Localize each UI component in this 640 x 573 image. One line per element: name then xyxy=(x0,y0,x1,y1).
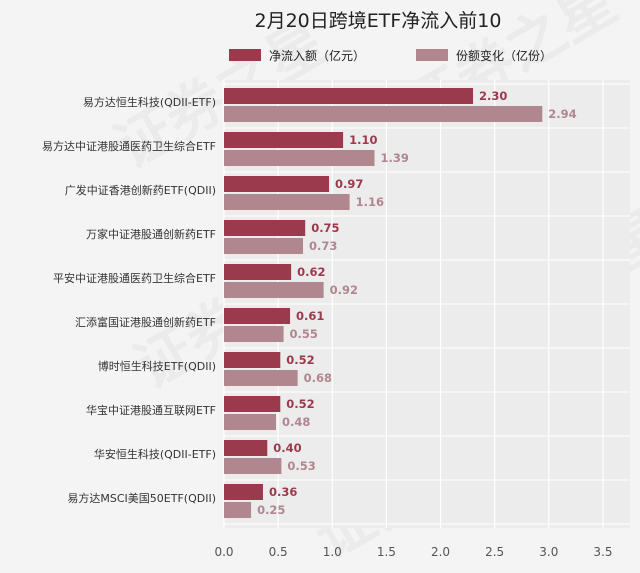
bar-net-inflow xyxy=(224,88,474,104)
data-label: 0.61 xyxy=(296,309,324,323)
bar-share-change xyxy=(224,106,543,122)
legend-swatch xyxy=(229,49,261,61)
bars: 2.30 2.94 1.101.39 0.97 1.16 0.75 0.73 0.62 0.92… xyxy=(224,88,577,518)
bar-net-inflow xyxy=(224,220,306,236)
bar-net-inflow xyxy=(224,176,330,192)
x-tick-label: 3.5 xyxy=(593,545,612,559)
bar-net-inflow xyxy=(224,132,344,148)
category-label: 平安中证港股通医药卫生综合ETF xyxy=(53,271,216,285)
bar-net-inflow xyxy=(224,484,263,500)
data-label: 0.92 xyxy=(330,283,358,297)
data-label: 1.16 xyxy=(356,195,384,209)
category-label: 广发中证香港创新药ETF(QDII) xyxy=(65,183,216,197)
x-tick-label: 1.0 xyxy=(323,545,342,559)
x-axis-ticks: 0.0 0.5 1.0 1.5 2.0 2.5 3.0 3.5 xyxy=(214,545,612,559)
x-tick-label: 3.0 xyxy=(539,545,558,559)
x-tick-label: 0.5 xyxy=(269,545,288,559)
data-label: 0.52 xyxy=(286,353,314,367)
category-label: 博时恒生科技ETF(QDII) xyxy=(98,359,216,373)
category-label: 易方达MSCI美国50ETF(QDII) xyxy=(67,491,216,505)
bar-share-change xyxy=(224,150,375,166)
bar-share-change xyxy=(224,326,284,342)
bar-net-inflow xyxy=(224,352,281,368)
data-label: 0.25 xyxy=(257,503,285,517)
category-label: 汇添富国证港股通创新药ETF xyxy=(75,315,216,329)
x-tick-label: 2.5 xyxy=(485,545,504,559)
bar-share-change xyxy=(224,238,304,254)
bar-share-change xyxy=(224,282,324,298)
category-label: 华安恒生科技(QDII-ETF) xyxy=(94,447,216,461)
data-label: 0.52 xyxy=(286,397,314,411)
data-label: 2.30 xyxy=(479,89,507,103)
data-label: 0.53 xyxy=(287,459,315,473)
data-label: 0.36 xyxy=(269,485,297,499)
legend-swatch xyxy=(416,49,448,61)
category-label: 万家中证港股通创新药ETF xyxy=(86,227,216,241)
category-label: 易方达恒生科技(QDII-ETF) xyxy=(83,95,216,109)
data-label: 0.62 xyxy=(297,265,325,279)
x-tick-label: 2.0 xyxy=(431,545,450,559)
data-label: 0.75 xyxy=(311,221,339,235)
data-label: 0.97 xyxy=(335,177,363,191)
chart-title: 2月20日跨境ETF净流入前10 xyxy=(255,10,502,32)
category-label: 华宝中证港股通互联网ETF xyxy=(86,403,216,417)
bar-net-inflow xyxy=(224,308,291,324)
bar-net-inflow xyxy=(224,264,292,280)
bar-share-change xyxy=(224,414,276,430)
data-label: 0.68 xyxy=(304,371,332,385)
bar-share-change xyxy=(224,194,350,210)
data-label: 0.40 xyxy=(273,441,301,455)
data-label: 2.94 xyxy=(548,107,576,121)
bar-net-inflow xyxy=(224,440,268,456)
category-labels: 易方达恒生科技(QDII-ETF) 易方达中证港股通医药卫生综合ETF 广发中证香港… xyxy=(42,95,216,505)
data-label: 0.48 xyxy=(282,415,310,429)
legend-label: 净流入额（亿元） xyxy=(269,48,365,63)
bar-share-change xyxy=(224,458,282,474)
data-label: 1.39 xyxy=(380,151,408,165)
data-label: 1.10 xyxy=(349,133,377,147)
category-label: 易方达中证港股通医药卫生综合ETF xyxy=(42,139,216,153)
bar-share-change xyxy=(224,502,252,518)
legend: 净流入额（亿元） 份额变化（亿份） xyxy=(229,48,552,63)
bar-share-change xyxy=(224,370,298,386)
x-tick-label: 1.5 xyxy=(377,545,396,559)
data-label: 0.55 xyxy=(290,327,318,341)
x-tick-label: 0.0 xyxy=(214,545,233,559)
bar-net-inflow xyxy=(224,396,281,412)
legend-label: 份额变化（亿份） xyxy=(456,48,552,63)
data-label: 0.73 xyxy=(309,239,337,253)
